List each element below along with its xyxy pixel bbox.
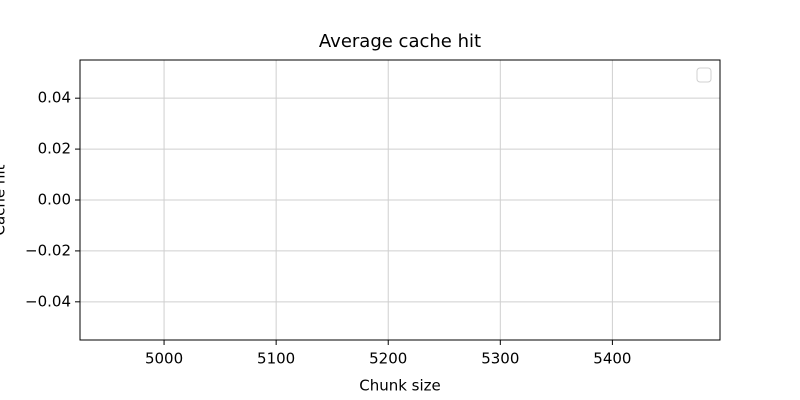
- x-tick-label: 5400: [593, 350, 631, 368]
- x-tick-label: 5100: [257, 350, 295, 368]
- x-axis-label: Chunk size: [359, 377, 441, 395]
- x-tick-label: 5000: [145, 350, 183, 368]
- y-tick-label: −0.04: [25, 292, 71, 310]
- y-tick-label: −0.02: [25, 241, 71, 259]
- x-tick-label: 5200: [369, 350, 407, 368]
- legend: [696, 67, 712, 83]
- y-tick-label: 0.00: [38, 191, 71, 209]
- y-axis-label: Cache hit: [0, 164, 9, 235]
- plot-frame: [79, 59, 721, 341]
- chart-title: Average cache hit: [319, 31, 481, 52]
- y-tick-label: 0.02: [38, 140, 71, 158]
- x-tick-label: 5300: [481, 350, 519, 368]
- y-tick-label: 0.04: [38, 89, 71, 107]
